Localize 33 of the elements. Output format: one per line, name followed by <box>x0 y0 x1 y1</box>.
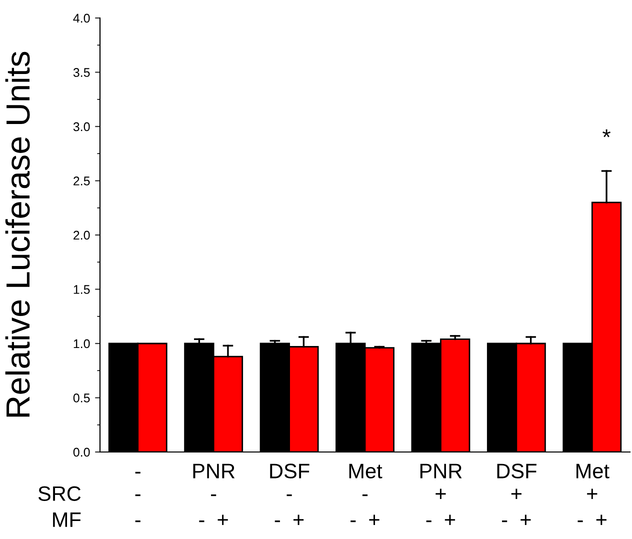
y-tick-label: 3.5 <box>73 68 90 77</box>
x-tick-label: DSF <box>270 464 310 478</box>
y-tick-label: 1.0 <box>74 339 90 348</box>
x-tick-label: Met <box>576 464 610 478</box>
x-tick-label: DSF <box>497 464 536 478</box>
text: - + <box>274 514 304 525</box>
text: - <box>135 494 140 496</box>
y-tick-label: 4.0 <box>73 14 90 23</box>
text: MF <box>53 512 81 527</box>
text: + <box>587 488 598 499</box>
y-axis-title: Relative Luciferase Units <box>5 52 30 417</box>
x-tick-label: Met <box>349 464 382 478</box>
annotation: * <box>602 129 611 138</box>
text: - <box>135 520 140 522</box>
text: - + <box>426 514 456 525</box>
text: - <box>211 494 216 496</box>
y-tick-label: 1.5 <box>74 285 90 294</box>
text: - + <box>350 514 380 525</box>
text: SRC <box>38 486 81 501</box>
text: - + <box>502 514 531 525</box>
y-tick-label: 0.0 <box>73 448 90 457</box>
text: - + <box>199 514 228 525</box>
text: - <box>286 494 292 496</box>
x-tick-label: PNR <box>420 464 462 478</box>
text: + <box>436 488 446 499</box>
y-tick-label: 2.0 <box>74 230 90 240</box>
y-tick-label: 0.5 <box>73 394 90 402</box>
y-tick-label: 3.0 <box>73 122 90 132</box>
text: - <box>362 494 368 496</box>
text: + <box>511 488 522 499</box>
text: - + <box>578 514 606 525</box>
x-tick-label: PNR <box>193 464 235 478</box>
y-tick-label: 2.5 <box>74 176 90 186</box>
